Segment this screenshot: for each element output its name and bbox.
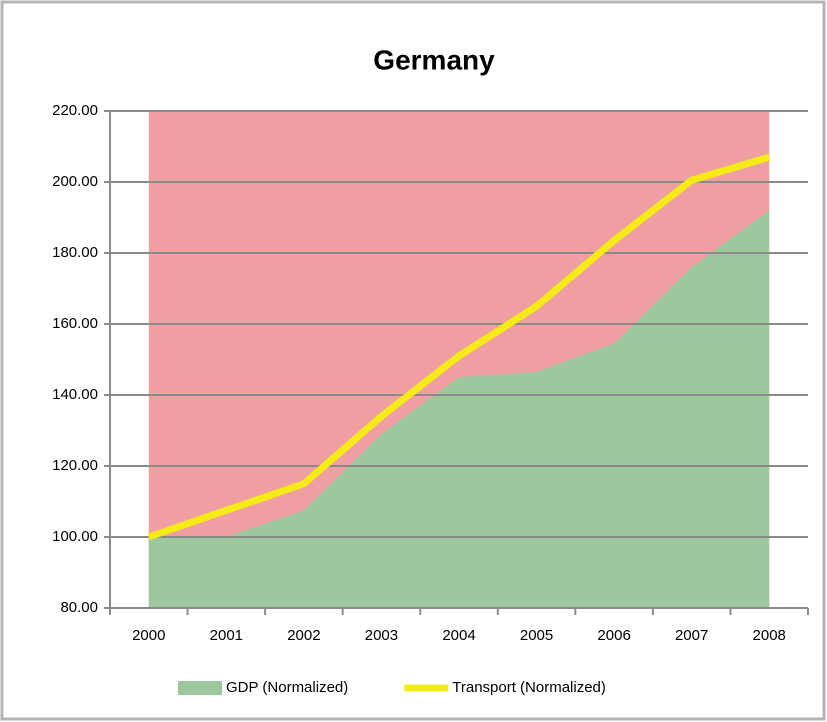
- chart-title: Germany: [373, 44, 495, 75]
- x-tick-label: 2005: [520, 627, 553, 644]
- y-tick-label: 120.00: [52, 457, 98, 474]
- y-tick-label: 200.00: [52, 173, 98, 190]
- x-tick-label: 2000: [132, 627, 165, 644]
- x-tick-label: 2006: [597, 627, 630, 644]
- line: [147, 153, 771, 541]
- legend-label: Transport (Normalized): [452, 679, 606, 696]
- x-tick-label: 2007: [675, 627, 708, 644]
- y-tick-label: 80.00: [60, 599, 98, 616]
- x-tick-label: 2004: [442, 627, 475, 644]
- x-tick-label: 2003: [365, 627, 398, 644]
- y-tick-label: 100.00: [52, 528, 98, 545]
- legend-swatch: [178, 681, 222, 695]
- x-tick-label: 2002: [287, 627, 320, 644]
- y-tick-label: 140.00: [52, 386, 98, 403]
- y-tick-label: 180.00: [52, 244, 98, 261]
- area: [148, 210, 770, 608]
- y-tick-label: 220.00: [52, 102, 98, 119]
- y-tick-label: 160.00: [52, 315, 98, 332]
- x-tick-label: 2008: [753, 627, 786, 644]
- legend-label: GDP (Normalized): [226, 679, 348, 696]
- x-tick-label: 2001: [210, 627, 243, 644]
